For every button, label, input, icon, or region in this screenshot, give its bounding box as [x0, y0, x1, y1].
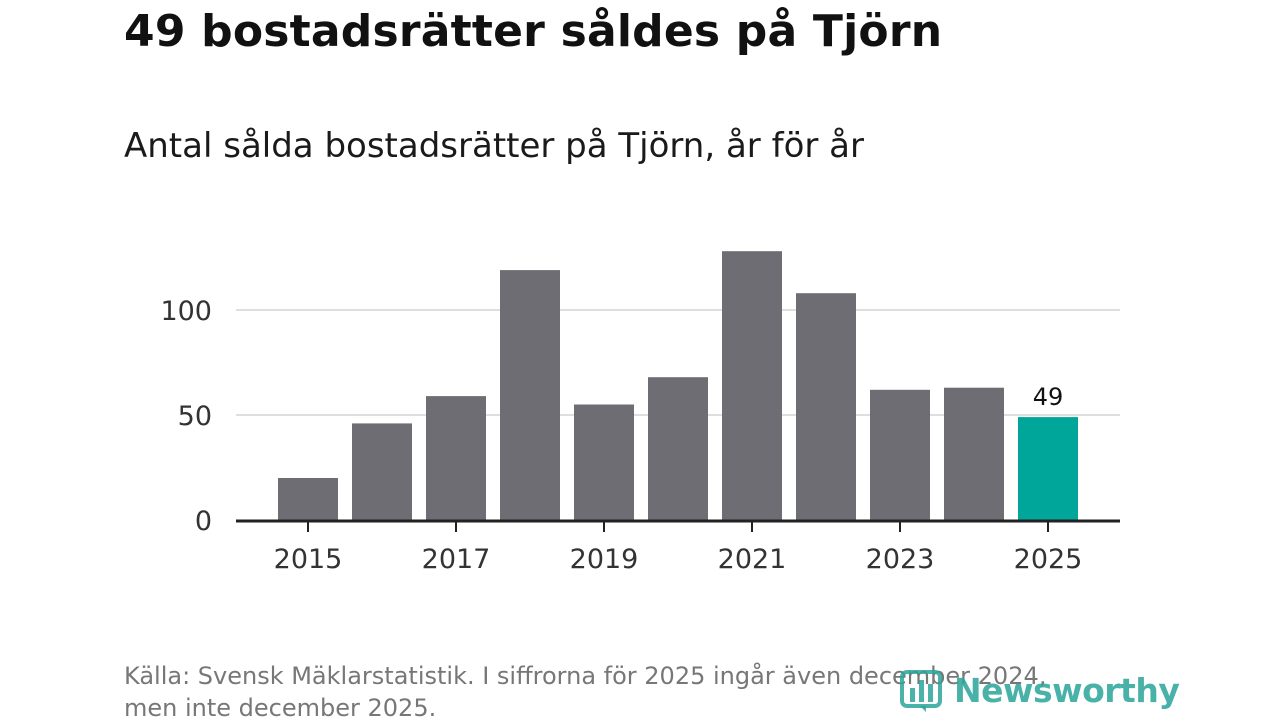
bar-chart: 0 50 100 2015 2017 2019 2021 2023 2025 49	[160, 251, 1120, 575]
x-tick-label-2019: 2019	[570, 544, 639, 575]
bar-2017	[426, 396, 486, 520]
y-tick-label-50: 50	[178, 401, 212, 432]
bar-2025	[1018, 417, 1078, 520]
bar-2020	[648, 377, 708, 520]
bar-2024	[944, 387, 1004, 520]
bar-2016	[352, 423, 412, 520]
chart-subtitle: Antal sålda bostadsrätter på Tjörn, år f…	[124, 126, 864, 166]
x-tick-label-2025: 2025	[1014, 544, 1083, 575]
logo-text: Newsworthy	[954, 670, 1180, 710]
x-tick-label-2017: 2017	[422, 544, 491, 575]
bar-2015	[278, 478, 338, 520]
x-tick-label-2021: 2021	[718, 544, 787, 575]
page-title: 49 bostadsrätter såldes på Tjörn	[124, 6, 943, 57]
newsworthy-logo: Newsworthy	[900, 668, 1180, 712]
source-note: Källa: Svensk Mäklarstatistik. I siffror…	[124, 660, 1124, 724]
labels: 0 50 100 2015 2017 2019 2021 2023 2025 49	[160, 296, 1082, 575]
bar-2019	[574, 404, 634, 520]
source-line-2: men inte december 2025.	[124, 694, 437, 722]
bar-2023	[870, 389, 930, 520]
newsworthy-bar-icon	[900, 670, 942, 712]
axes	[236, 519, 1120, 532]
x-tick-label-2023: 2023	[866, 544, 935, 575]
bar-2021	[722, 251, 782, 520]
bars	[278, 251, 1078, 520]
x-tick-label-2015: 2015	[274, 544, 343, 575]
bar-2022	[796, 293, 856, 520]
source-line-1: Källa: Svensk Mäklarstatistik. I siffror…	[124, 662, 1047, 690]
y-tick-label-0: 0	[195, 506, 212, 537]
bar-2018	[500, 270, 560, 520]
y-tick-label-100: 100	[160, 296, 212, 327]
data-label-2025: 49	[1033, 383, 1064, 411]
